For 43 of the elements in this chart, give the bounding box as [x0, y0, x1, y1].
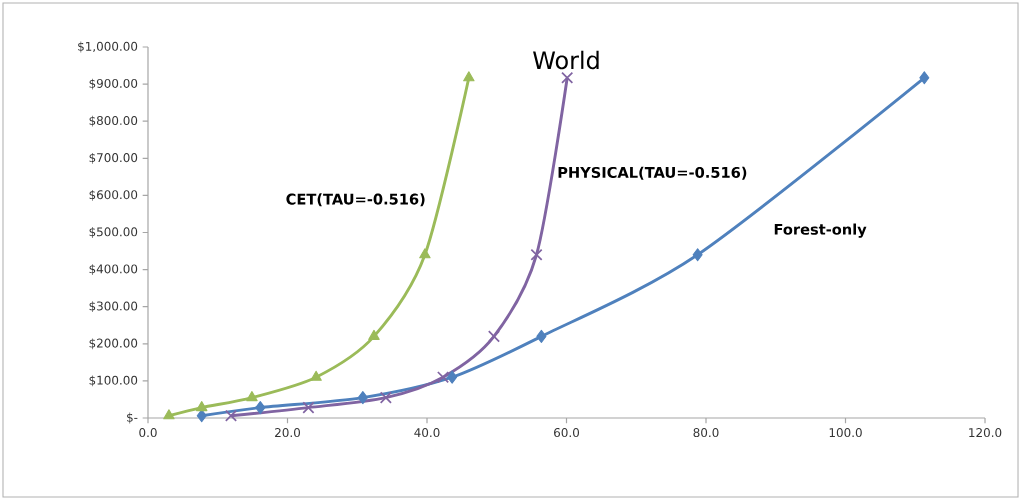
point [463, 71, 475, 82]
point [224, 409, 238, 422]
point [419, 248, 431, 259]
point [536, 329, 547, 343]
point [255, 401, 266, 415]
point [436, 371, 450, 384]
y-tick-label: $800.00 [89, 115, 138, 127]
point [919, 71, 930, 85]
point [447, 370, 458, 384]
y-tick-label: $200.00 [89, 338, 138, 350]
x-tick-label: 20.0 [275, 428, 301, 438]
point [561, 71, 574, 84]
series-label: CET(TAU=-0.516) [286, 193, 425, 207]
y-tick-label: $400.00 [89, 264, 138, 276]
y-tick-label: $500.00 [89, 227, 138, 238]
y-tick-label: $300.00 [89, 301, 138, 313]
point [310, 370, 322, 381]
y-tick-label: $1,000.00 [78, 41, 138, 53]
series-label: Forest-only [774, 223, 867, 238]
point [692, 248, 703, 262]
x-tick-label: 100.0 [829, 428, 862, 438]
series-label: PHYSICAL(TAU=-0.516) [558, 166, 747, 180]
x-tick-label: 120.0 [969, 428, 1002, 438]
point [487, 330, 501, 343]
y-tick-label: $700.00 [89, 152, 138, 164]
point [163, 409, 175, 420]
x-tick-label: 0.0 [139, 428, 157, 438]
point [368, 329, 380, 340]
point [196, 409, 207, 423]
y-tick-label: $100.00 [89, 375, 138, 387]
y-tick-label: $- [127, 412, 138, 424]
point [195, 401, 208, 412]
x-tick-label: 60.0 [554, 428, 580, 438]
y-tick-label: $600.00 [89, 189, 138, 201]
x-tick-label: 80.0 [693, 428, 719, 438]
x-tick-label: 40.0 [414, 428, 440, 438]
point [246, 391, 258, 402]
point [357, 391, 368, 405]
point [379, 391, 392, 404]
chart-title: World [533, 50, 599, 70]
y-tick-label: $900.00 [89, 78, 138, 90]
point [302, 401, 315, 414]
point [530, 248, 543, 261]
